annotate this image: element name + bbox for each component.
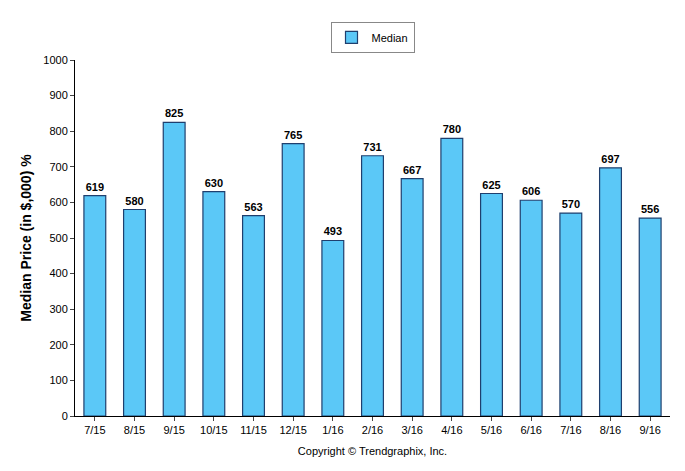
svg-text:700: 700: [49, 161, 67, 173]
svg-text:9/15: 9/15: [163, 424, 184, 436]
svg-text:493: 493: [324, 225, 342, 237]
svg-text:4/16: 4/16: [441, 424, 462, 436]
svg-text:100: 100: [49, 374, 67, 386]
svg-text:667: 667: [403, 164, 421, 176]
svg-text:Copyright © Trendgraphix, Inc.: Copyright © Trendgraphix, Inc.: [298, 445, 447, 457]
svg-text:780: 780: [443, 123, 461, 135]
svg-text:6/16: 6/16: [520, 424, 541, 436]
svg-text:7/16: 7/16: [560, 424, 581, 436]
svg-text:7/15: 7/15: [84, 424, 105, 436]
svg-text:10/15: 10/15: [200, 424, 228, 436]
svg-text:563: 563: [244, 201, 262, 213]
svg-text:765: 765: [284, 129, 302, 141]
svg-text:5/16: 5/16: [481, 424, 502, 436]
svg-text:3/16: 3/16: [401, 424, 422, 436]
svg-text:9/16: 9/16: [639, 424, 660, 436]
svg-text:697: 697: [601, 153, 619, 165]
svg-text:580: 580: [125, 195, 143, 207]
svg-text:556: 556: [641, 203, 659, 215]
svg-text:800: 800: [49, 125, 67, 137]
svg-text:8/16: 8/16: [600, 424, 621, 436]
svg-text:1/16: 1/16: [322, 424, 343, 436]
svg-text:12/15: 12/15: [279, 424, 307, 436]
svg-text:0: 0: [62, 410, 68, 422]
svg-text:Median Price (in $,000) %: Median Price (in $,000) %: [18, 154, 34, 322]
svg-text:619: 619: [86, 181, 104, 193]
svg-text:630: 630: [205, 177, 223, 189]
svg-text:200: 200: [49, 339, 67, 351]
svg-text:625: 625: [482, 179, 500, 191]
svg-text:400: 400: [49, 267, 67, 279]
svg-text:300: 300: [49, 303, 67, 315]
svg-text:900: 900: [49, 89, 67, 101]
svg-text:500: 500: [49, 232, 67, 244]
svg-text:11/15: 11/15: [240, 424, 267, 436]
svg-text:825: 825: [165, 107, 183, 119]
svg-text:Median: Median: [372, 32, 408, 44]
svg-text:731: 731: [363, 141, 381, 153]
svg-text:8/15: 8/15: [124, 424, 145, 436]
svg-text:570: 570: [562, 198, 580, 210]
svg-text:2/16: 2/16: [362, 424, 383, 436]
svg-text:1000: 1000: [43, 54, 67, 66]
svg-text:606: 606: [522, 185, 540, 197]
svg-text:600: 600: [49, 196, 67, 208]
